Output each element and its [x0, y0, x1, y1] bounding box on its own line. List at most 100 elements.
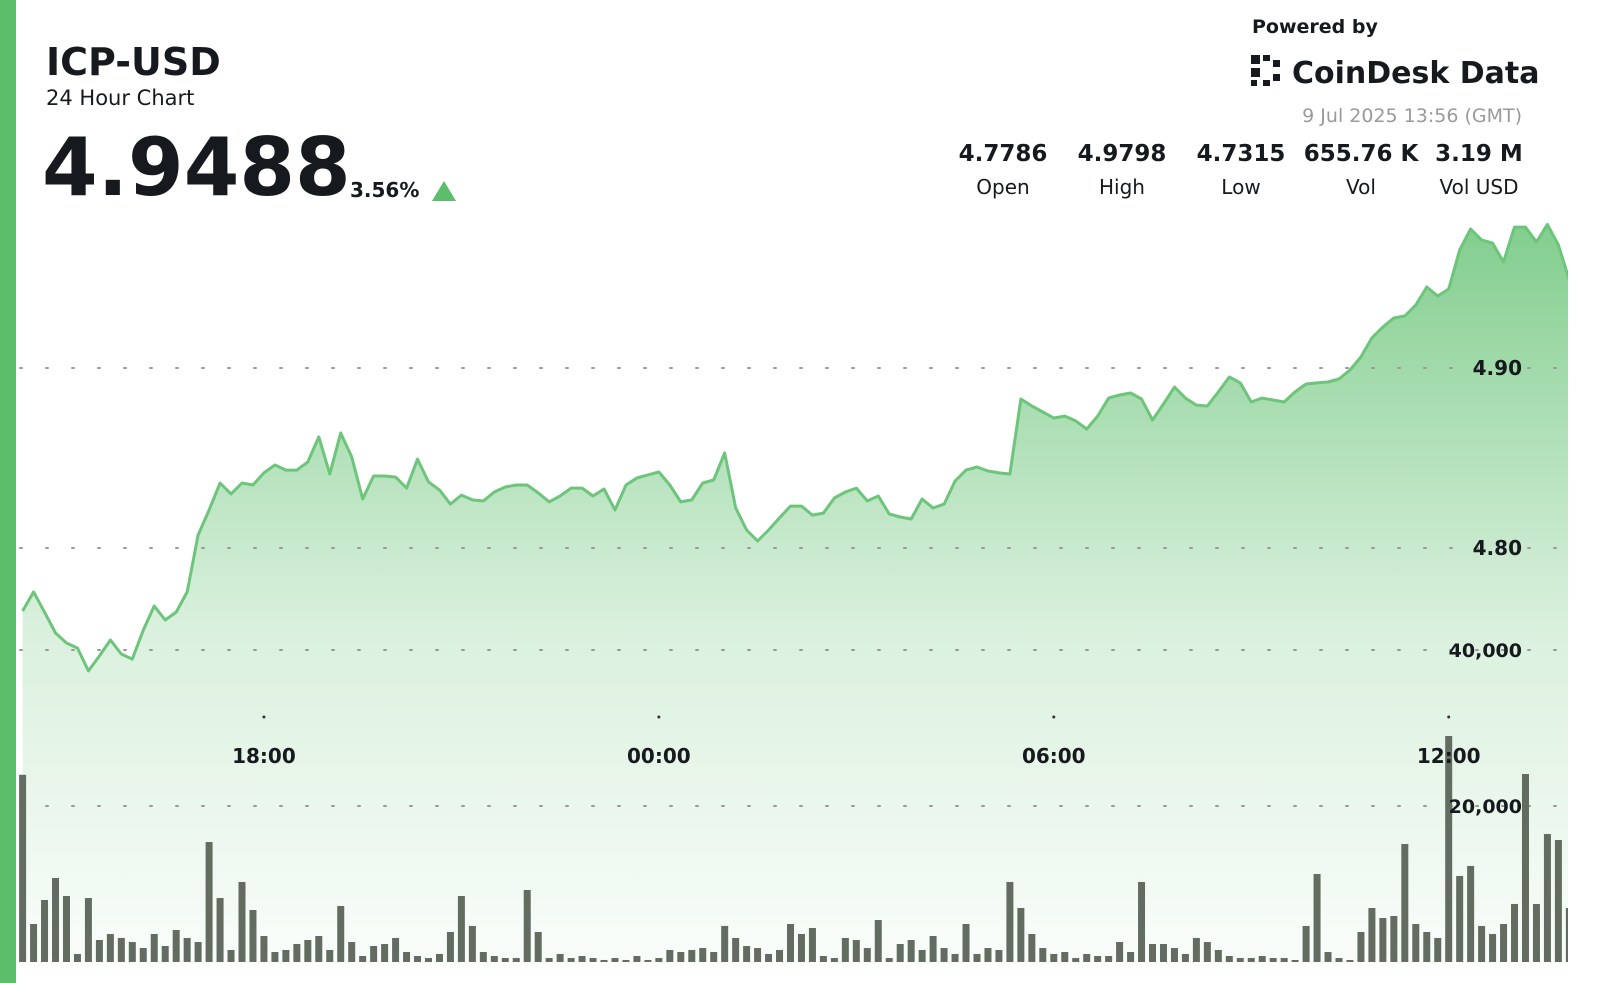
volume-bar	[435, 953, 443, 962]
x-tick-label: 06:00	[1022, 744, 1086, 768]
volume-bar	[183, 937, 191, 962]
volume-bar	[1149, 943, 1157, 962]
stats: 4.7786 Open 4.9798 High 4.7315 Low 655.7…	[959, 141, 1523, 199]
volume-bar	[1017, 908, 1025, 962]
volume-bar	[424, 958, 432, 962]
plot-area	[19, 222, 1568, 962]
volume-bar	[918, 949, 926, 962]
volume-bar	[1456, 875, 1464, 962]
volume-bar	[161, 946, 169, 962]
volume-bar	[874, 920, 882, 962]
x-tick-label: 18:00	[232, 744, 296, 768]
accent-stripe	[0, 0, 16, 983]
volume-bar	[73, 953, 81, 962]
volume-bar	[863, 948, 871, 962]
stat-label: Vol USD	[1439, 175, 1518, 199]
volume-bar	[699, 948, 707, 962]
volume-bar	[150, 933, 158, 962]
volume-bar	[589, 958, 597, 962]
stat-value: 4.9798	[1078, 141, 1167, 167]
volume-bar	[556, 953, 564, 962]
volume-bar	[765, 953, 773, 962]
volume-bar	[984, 948, 992, 962]
y-tick-label: 4.90	[1473, 356, 1522, 380]
volume-bar	[271, 952, 279, 962]
volume-bar	[1511, 903, 1519, 962]
volume-bar	[567, 958, 575, 962]
volume-bar	[1302, 925, 1310, 962]
volume-bar	[787, 924, 794, 962]
volume-bar	[776, 949, 784, 962]
volume-bar	[106, 933, 114, 962]
volume-bar	[293, 943, 301, 962]
volume-bar	[30, 924, 38, 962]
stat-label: Open	[976, 175, 1029, 199]
volume-bar	[1159, 943, 1167, 962]
volume-bar	[1434, 937, 1442, 962]
volume-bar	[172, 930, 180, 962]
volume-bar	[1116, 942, 1124, 962]
volume-bar	[1050, 953, 1058, 962]
x-tick	[262, 715, 266, 719]
volume-bar	[1500, 924, 1508, 962]
volume-bar	[1478, 925, 1486, 962]
price-line	[21, 222, 1568, 673]
volume-bar	[1039, 948, 1047, 962]
stat-label: Vol	[1346, 175, 1376, 199]
volume-bar	[260, 936, 268, 962]
volume-bar	[1181, 953, 1189, 962]
volume-bar	[1094, 955, 1102, 962]
x-tick-label: 12:00	[1417, 744, 1481, 768]
volume-bar	[523, 890, 531, 962]
stat-label: High	[1099, 175, 1145, 199]
volume-bar	[1170, 948, 1178, 962]
brand: CoinDesk Data	[1292, 56, 1540, 91]
symbol: ICP-USD	[46, 40, 221, 84]
volume-bar	[962, 924, 970, 962]
volume-bar	[1412, 924, 1420, 962]
volume-bar	[457, 896, 465, 962]
volume-bar	[337, 905, 345, 962]
volume-bar	[403, 952, 411, 962]
volume-bar	[392, 937, 400, 962]
volume-bar	[1203, 942, 1211, 962]
volume-bar	[896, 943, 904, 962]
volume-bar	[1280, 958, 1288, 962]
volume-bar	[1225, 955, 1233, 962]
y2-tick-label: 40,000	[1449, 640, 1522, 662]
volume-bar	[1247, 958, 1255, 962]
volume-bar	[633, 955, 641, 962]
volume-bar	[885, 958, 893, 962]
stat-value: 4.7315	[1197, 141, 1286, 167]
volume-bar	[359, 955, 367, 962]
stat-value: 4.7786	[959, 141, 1048, 167]
volume-bar	[797, 933, 805, 962]
volume-bar	[808, 927, 816, 962]
volume-bar	[1269, 958, 1277, 962]
volume-bar	[139, 948, 147, 962]
volume-bar	[688, 949, 696, 962]
volume-bar	[754, 948, 762, 962]
volume-bar	[249, 909, 257, 962]
volume-bar	[1357, 931, 1365, 962]
volume-bar	[907, 940, 915, 962]
volume-bar	[41, 899, 49, 962]
volume-bar	[326, 949, 334, 962]
brand-logo	[1251, 55, 1280, 86]
y-tick-label: 4.80	[1473, 536, 1522, 560]
volume-bar	[600, 959, 608, 962]
volume-bar	[117, 937, 125, 962]
volume-bar	[732, 937, 740, 962]
stat-value: 655.76 K	[1304, 141, 1420, 167]
volume-bar	[227, 949, 235, 962]
volume-bar	[468, 925, 476, 962]
volume-bar	[1006, 881, 1014, 962]
powered-by: Powered by	[1252, 16, 1378, 38]
change: 3.56%	[350, 178, 419, 202]
volume-bar	[95, 940, 103, 962]
volume-bar	[578, 955, 586, 962]
volume-bar	[512, 958, 520, 962]
volume-bar	[501, 958, 509, 962]
volume-bar	[1105, 955, 1113, 962]
